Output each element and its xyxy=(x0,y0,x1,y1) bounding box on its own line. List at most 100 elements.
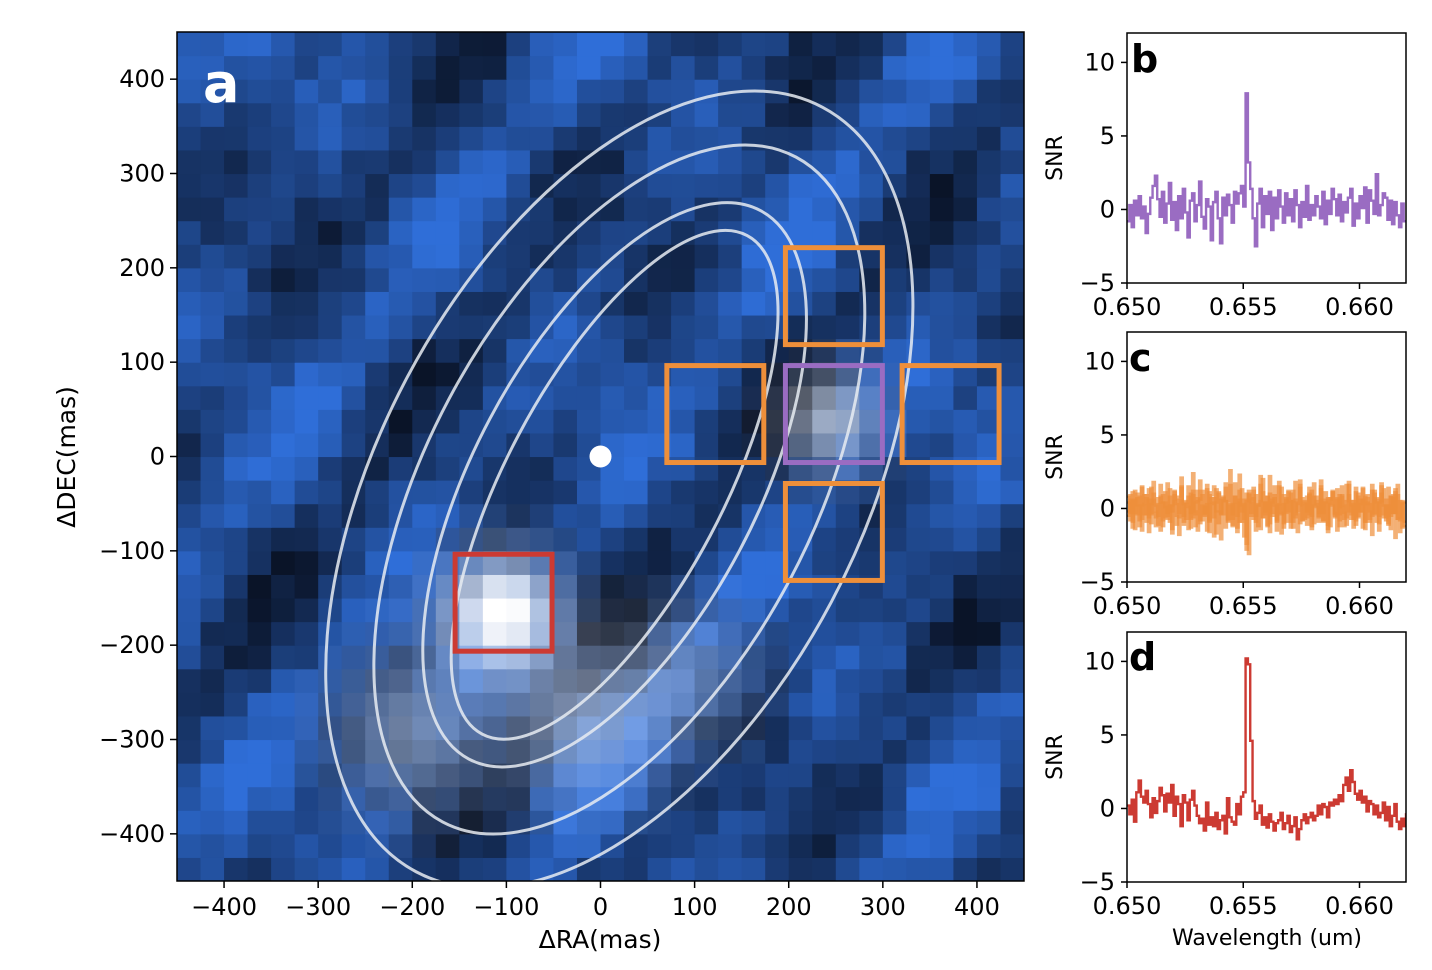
heatmap-cell xyxy=(341,692,366,717)
heatmap-cell xyxy=(576,598,602,623)
heatmap-cell xyxy=(671,267,696,292)
heatmap-cell xyxy=(953,102,978,127)
x-tick-label: 0.660 xyxy=(1325,892,1394,920)
heatmap-cell xyxy=(906,126,931,151)
heatmap-cell xyxy=(812,220,837,245)
heatmap-cell xyxy=(765,149,790,175)
y-axis-ticks: −400 −300 −200 −100 0 100 200 300 400 xyxy=(99,65,177,848)
disk-contour xyxy=(449,228,780,741)
heatmap-cell xyxy=(624,338,649,363)
x-tick-label: 0.655 xyxy=(1209,592,1278,620)
heatmap-cell xyxy=(624,315,649,340)
heatmap-cell xyxy=(247,786,272,811)
heatmap-cell xyxy=(435,126,460,151)
heatmap-cell xyxy=(624,810,649,835)
heatmap-cell xyxy=(365,527,390,552)
heatmap-cell xyxy=(177,574,202,599)
heatmap-cell xyxy=(624,480,649,505)
heatmap-cell xyxy=(1000,244,1024,269)
heatmap-cell xyxy=(1000,432,1024,458)
heatmap-cell xyxy=(412,267,437,292)
heatmap-cell xyxy=(506,739,531,764)
y-tick-label: 5 xyxy=(1100,122,1115,150)
heatmap-cell xyxy=(929,480,955,505)
heatmap-cell xyxy=(835,645,860,670)
heatmap-cell xyxy=(576,527,602,552)
heatmap-cell xyxy=(953,220,978,245)
heatmap-cell xyxy=(200,645,225,670)
heatmap-cell xyxy=(341,291,366,316)
heatmap-cell xyxy=(976,291,1002,316)
heatmap-cell xyxy=(600,739,625,764)
heatmap-cell xyxy=(177,55,202,80)
heatmap-cell xyxy=(835,32,860,57)
heatmap-cell xyxy=(647,763,672,788)
heatmap-cell xyxy=(788,550,813,575)
heatmap-cell xyxy=(529,32,555,57)
heatmap-cell xyxy=(953,79,978,104)
heatmap-cell xyxy=(224,220,249,245)
heatmap-cell xyxy=(976,857,1002,881)
heatmap-cell xyxy=(482,173,507,198)
heatmap-cell xyxy=(600,55,625,80)
heatmap-cell xyxy=(906,739,931,764)
heatmap-cell xyxy=(882,244,907,269)
heatmap-cell xyxy=(765,55,790,80)
heatmap-cell xyxy=(247,550,272,575)
heatmap-cell xyxy=(976,527,1002,552)
heatmap-cell xyxy=(341,362,366,387)
heatmap-cell xyxy=(929,692,955,717)
heatmap-cell xyxy=(200,432,225,458)
heatmap-cell xyxy=(224,645,249,670)
heatmap-cell xyxy=(835,739,860,764)
heatmap-cell xyxy=(177,197,202,222)
heatmap-cell xyxy=(388,197,413,222)
heatmap-cell xyxy=(976,149,1002,175)
axis-ticks: 0.650 0.655 0.660 −5 0 5 10 xyxy=(1080,647,1394,920)
heatmap-cell xyxy=(1000,409,1024,434)
heatmap-cell xyxy=(835,598,860,623)
heatmap-cell xyxy=(412,786,437,811)
heatmap-cell xyxy=(435,220,460,245)
heatmap-cell xyxy=(953,338,978,363)
heatmap-cell xyxy=(224,55,249,80)
heatmap-cell xyxy=(200,480,225,505)
heatmap-cell xyxy=(247,315,272,340)
heatmap-cell xyxy=(200,55,225,80)
heatmap-cell xyxy=(247,645,272,670)
heatmap-cell xyxy=(388,267,413,292)
heatmap-cell xyxy=(435,79,460,104)
heatmap-cell xyxy=(835,763,860,788)
heatmap-cell xyxy=(388,409,413,434)
heatmap-cell xyxy=(388,338,413,363)
heatmap-cell xyxy=(976,715,1002,741)
heatmap-cell xyxy=(953,739,978,764)
heatmap-cell xyxy=(647,857,672,881)
heatmap-cell xyxy=(365,197,390,222)
heatmap-cell xyxy=(765,715,790,741)
panel-label-d: d xyxy=(1129,635,1156,679)
heatmap-cell xyxy=(624,668,649,693)
spectrum-line xyxy=(1127,92,1406,248)
heatmap-cell xyxy=(671,857,696,881)
heatmap-cell xyxy=(812,621,837,646)
heatmap-cell xyxy=(882,763,907,788)
heatmap-cell xyxy=(576,645,602,670)
heatmap-cell xyxy=(341,79,366,104)
heatmap-cell xyxy=(388,574,413,599)
heatmap-cell xyxy=(929,715,955,741)
heatmap-cell xyxy=(177,79,202,104)
heatmap-cell xyxy=(388,668,413,693)
heatmap-cell xyxy=(718,692,743,717)
heatmap-cell xyxy=(553,527,578,552)
heatmap-cell xyxy=(671,385,696,410)
spectrum-line xyxy=(1127,657,1406,841)
heatmap-cell xyxy=(929,432,955,458)
heatmap-cell xyxy=(694,833,719,858)
heatmap-cell xyxy=(318,173,343,198)
heatmap-cell xyxy=(294,456,319,481)
heatmap-cell xyxy=(741,810,766,835)
heatmap-cell xyxy=(929,668,955,693)
heatmap-cell xyxy=(459,621,484,646)
